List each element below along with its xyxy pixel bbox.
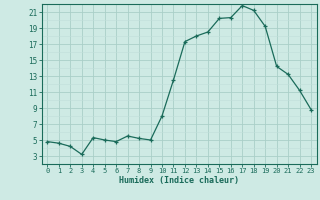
X-axis label: Humidex (Indice chaleur): Humidex (Indice chaleur) (119, 176, 239, 185)
